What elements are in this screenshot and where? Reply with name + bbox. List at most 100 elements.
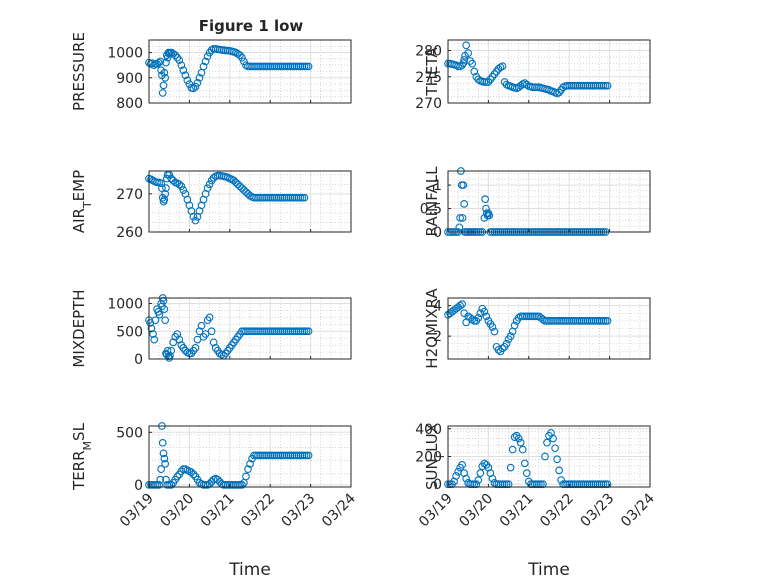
- data-point: [508, 445, 517, 454]
- data-point: [236, 481, 244, 489]
- y-tick-label: 4: [433, 299, 442, 315]
- data-point: [300, 193, 309, 202]
- data-point: [462, 474, 471, 483]
- data-point: [158, 89, 167, 97]
- data-point: [470, 67, 479, 76]
- data-point: [159, 81, 168, 90]
- y-tick-label: 0: [134, 478, 143, 494]
- data-point: [304, 451, 313, 460]
- data-point: [500, 480, 509, 489]
- data-point: [153, 178, 161, 187]
- data-point: [177, 61, 186, 70]
- data-point: [601, 81, 610, 90]
- y-axis-label: AIRTEMP: [70, 170, 94, 233]
- data-point: [244, 465, 252, 473]
- axes-box: [148, 297, 352, 360]
- data-point: [246, 460, 254, 468]
- figure-title: Figure 1 low: [199, 17, 304, 35]
- x-tick-label: 03/24: [618, 490, 658, 530]
- x-tick-label: 03/19: [117, 491, 157, 531]
- y-axis-label: SUNFLUX: [423, 423, 447, 490]
- data-point: [539, 480, 547, 489]
- data-point: [157, 465, 165, 473]
- data-point: [151, 316, 160, 325]
- data-point: [165, 481, 174, 489]
- data-point: [480, 307, 489, 316]
- data-point: [494, 346, 503, 354]
- data-point: [181, 71, 190, 80]
- data-point: [160, 305, 169, 313]
- data-point: [173, 472, 182, 481]
- data-point: [510, 321, 519, 330]
- data-point: [238, 184, 246, 193]
- data-point: [485, 211, 494, 220]
- data-point: [599, 317, 608, 325]
- y-tick-label: 1000: [107, 297, 143, 313]
- data-point: [506, 332, 515, 340]
- data-point: [557, 476, 565, 484]
- data-point: [302, 62, 311, 71]
- series-markers: [444, 429, 612, 489]
- axes-box: [148, 39, 352, 104]
- data-point: [147, 324, 156, 333]
- data-point: [480, 459, 489, 468]
- data-point: [169, 176, 178, 185]
- data-point: [482, 78, 491, 86]
- data-point: [167, 346, 176, 355]
- data-point: [601, 317, 610, 325]
- data-point: [154, 58, 163, 67]
- data-point: [242, 188, 250, 196]
- y-tick-label: 500: [116, 425, 143, 441]
- data-point: [470, 480, 479, 489]
- data-point: [157, 179, 165, 188]
- y-tick-label: 500: [116, 324, 143, 340]
- data-point: [488, 474, 497, 483]
- data-point: [162, 184, 170, 193]
- data-point: [510, 433, 519, 441]
- data-point: [195, 73, 204, 82]
- x-tick-label: 03/21: [198, 491, 238, 531]
- y-tick-label: 1: [433, 178, 442, 194]
- data-point: [161, 190, 170, 198]
- data-point: [207, 327, 216, 336]
- data-point: [474, 476, 483, 484]
- data-point: [302, 451, 311, 460]
- data-point: [161, 316, 170, 325]
- data-point: [506, 463, 515, 472]
- series-markers: [444, 41, 612, 98]
- data-point: [197, 321, 206, 330]
- data-point: [179, 186, 188, 194]
- axes-box: [447, 170, 651, 233]
- data-point: [238, 53, 246, 62]
- data-point: [205, 313, 214, 322]
- data-point: [468, 480, 477, 489]
- data-point: [205, 48, 214, 57]
- data-point: [191, 216, 200, 225]
- data-point: [452, 472, 460, 480]
- axes-box: [148, 425, 352, 488]
- data-point: [535, 480, 543, 489]
- data-point: [162, 58, 170, 67]
- data-point: [156, 475, 165, 484]
- series-markers: [145, 170, 309, 225]
- data-point: [191, 344, 200, 352]
- data-point: [193, 335, 202, 344]
- data-point: [189, 470, 198, 479]
- x-axis-label: Time: [228, 560, 271, 580]
- data-point: [160, 454, 169, 463]
- data-point: [516, 438, 525, 447]
- y-tick-label: 270: [415, 96, 442, 112]
- data-point: [456, 301, 464, 310]
- data-point: [476, 309, 485, 318]
- data-point: [551, 444, 559, 453]
- data-point: [543, 438, 551, 447]
- data-point: [458, 460, 466, 469]
- data-point: [167, 481, 176, 489]
- data-point: [518, 445, 527, 454]
- subplot-air-temp: 260 270 AIRTEMP: [70, 170, 352, 241]
- data-point: [488, 323, 497, 331]
